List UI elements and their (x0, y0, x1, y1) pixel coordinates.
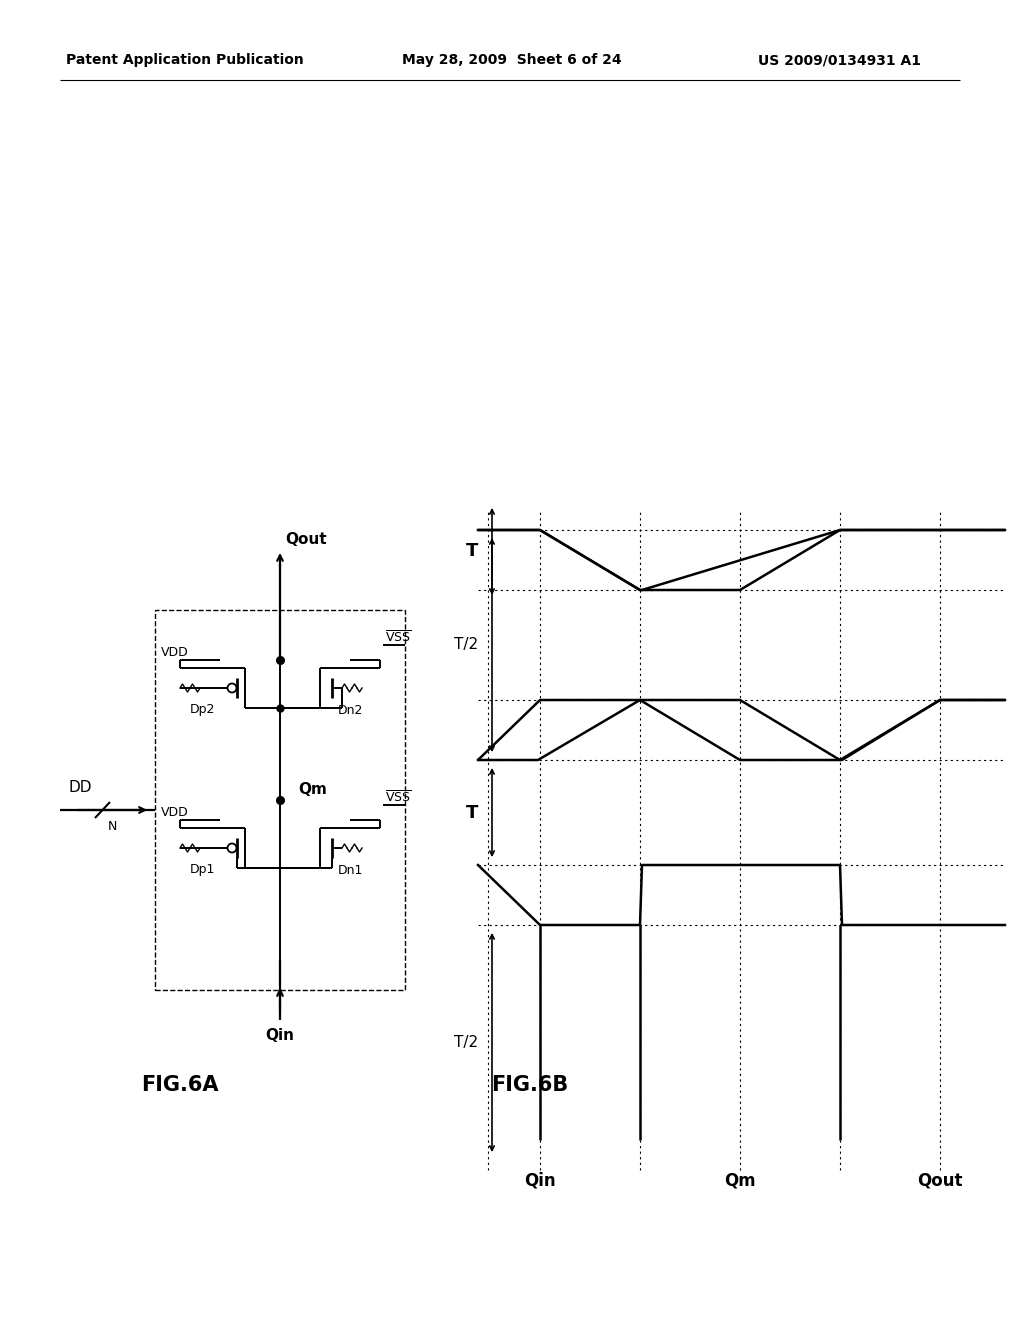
Text: Dn2: Dn2 (338, 704, 364, 717)
Text: Qm: Qm (298, 783, 327, 797)
Text: T/2: T/2 (454, 1035, 478, 1049)
Text: T/2: T/2 (454, 638, 478, 652)
Text: Qin: Qin (524, 1171, 556, 1189)
Text: T: T (466, 804, 478, 821)
Text: Qm: Qm (724, 1171, 756, 1189)
Text: Dp2: Dp2 (190, 704, 215, 717)
Text: FIG.6A: FIG.6A (141, 1074, 219, 1096)
Text: VDD: VDD (161, 805, 188, 818)
Text: Dp1: Dp1 (190, 863, 215, 876)
Text: US 2009/0134931 A1: US 2009/0134931 A1 (759, 53, 922, 67)
Text: Patent Application Publication: Patent Application Publication (67, 53, 304, 67)
Text: Qout: Qout (918, 1171, 963, 1189)
Text: VDD: VDD (161, 645, 188, 659)
Text: DD: DD (69, 780, 92, 796)
Text: $\overline{\rm VSS}$: $\overline{\rm VSS}$ (385, 630, 412, 645)
Text: T: T (466, 543, 478, 561)
Text: Qin: Qin (265, 1027, 295, 1043)
Text: May 28, 2009  Sheet 6 of 24: May 28, 2009 Sheet 6 of 24 (402, 53, 622, 67)
Text: Qout: Qout (285, 532, 327, 548)
Text: Dn1: Dn1 (338, 863, 364, 876)
Text: FIG.6B: FIG.6B (492, 1074, 568, 1096)
Bar (155, 610, 406, 990)
Text: $\overline{\rm VSS}$: $\overline{\rm VSS}$ (385, 791, 412, 805)
Text: N: N (108, 820, 117, 833)
